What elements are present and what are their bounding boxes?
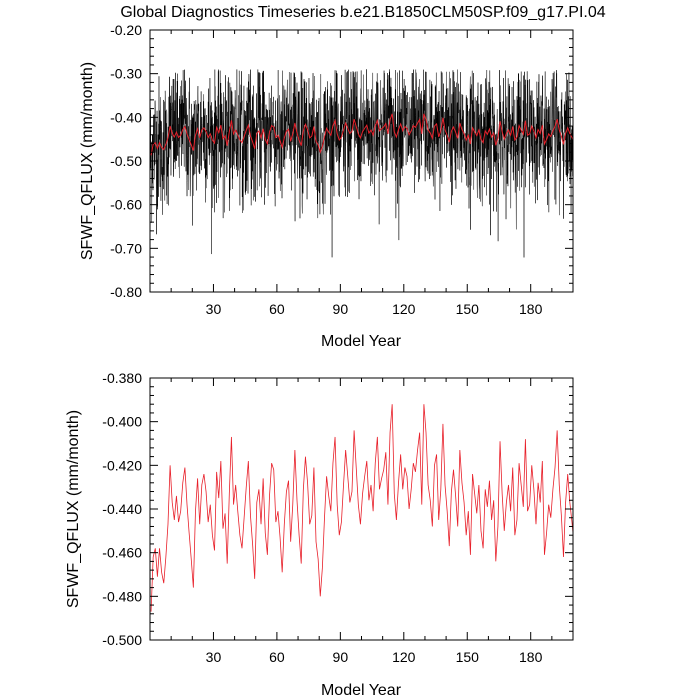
monthly-line	[150, 69, 573, 258]
y-tick-label: -0.20	[110, 22, 142, 38]
annual-mean-series-line-bottom	[150, 404, 573, 612]
x-tick-label: 90	[333, 649, 349, 665]
x-tick-label: 120	[392, 301, 416, 317]
y-tick-label: -0.420	[102, 457, 142, 473]
x-tick-label: 150	[456, 649, 480, 665]
x-tick-label: 90	[333, 301, 349, 317]
y-tick-label: -0.460	[102, 545, 142, 561]
annual-mean-line	[150, 404, 573, 612]
x-tick-label: 30	[206, 301, 222, 317]
bottom-x-ticks: 30 60 90 120 150 180	[149, 378, 574, 665]
x-tick-label: 150	[456, 301, 480, 317]
bottom-y-axis-label: SFWF_QFLUX (mm/month)	[65, 410, 82, 608]
top-x-ticks: 30 60 90 120 150 180	[149, 30, 574, 317]
top-x-axis-label: Model Year	[321, 333, 402, 350]
y-tick-label: -0.50	[110, 153, 142, 169]
x-tick-label: 180	[519, 649, 543, 665]
annual-mean-series-line-top	[150, 113, 573, 156]
y-tick-label: -0.80	[110, 284, 142, 300]
monthly-series-line	[150, 69, 573, 258]
y-tick-label: -0.30	[110, 66, 142, 82]
y-tick-label: -0.60	[110, 197, 142, 213]
bottom-x-axis-label: Model Year	[321, 682, 402, 699]
y-tick-label: -0.480	[102, 588, 142, 604]
top-panel: Global Diagnostics Timeseries b.e21.B185…	[79, 4, 606, 350]
y-tick-label: -0.40	[110, 109, 142, 125]
y-tick-label: -0.500	[102, 632, 142, 648]
x-tick-label: 120	[392, 649, 416, 665]
bottom-y-ticks: -0.500 -0.480 -0.460 -0.440 -0.420 -0.400 -0.3…	[102, 370, 573, 648]
x-tick-label: 60	[269, 649, 285, 665]
x-tick-label: 30	[206, 649, 222, 665]
x-tick-label: 180	[519, 301, 543, 317]
x-tick-label: 60	[269, 301, 285, 317]
y-tick-label: -0.380	[102, 370, 142, 386]
y-tick-label: -0.400	[102, 414, 142, 430]
bottom-panel: 30 60 90 120 150 180 -0.500 -0.480 -0.460 -0.440…	[65, 370, 574, 699]
top-y-axis-label: SFWF_QFLUX (mm/month)	[79, 62, 96, 260]
top-y-ticks: -0.80 -0.70 -0.60 -0.50 -0.40 -0.30 -0.20	[110, 22, 573, 300]
chart-title: Global Diagnostics Timeseries b.e21.B185…	[120, 4, 605, 21]
annual-mean-line	[150, 113, 573, 156]
y-tick-label: -0.70	[110, 240, 142, 256]
y-tick-label: -0.440	[102, 501, 142, 517]
